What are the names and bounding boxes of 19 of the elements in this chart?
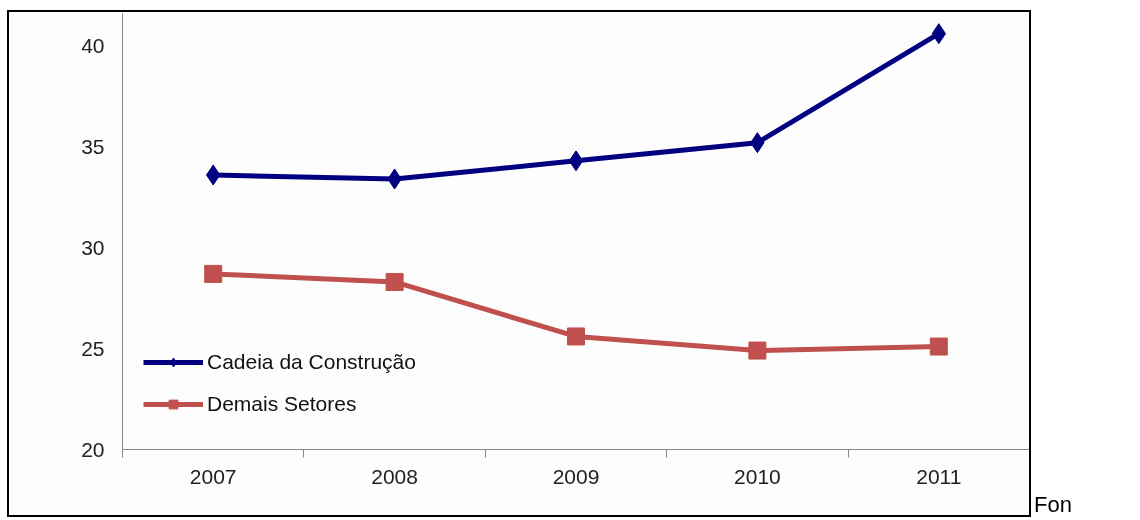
x-tick-label: 2007 xyxy=(189,464,237,488)
y-tick-label: 35 xyxy=(81,134,105,158)
point xyxy=(568,150,584,172)
point xyxy=(204,264,223,283)
y-tick-label: 40 xyxy=(81,33,105,57)
x-tick-label: 2010 xyxy=(734,464,781,488)
legend-label: Cadeia da Construção xyxy=(207,350,416,374)
text: Fon xyxy=(1034,492,1072,517)
x-tick-label: 2008 xyxy=(371,464,418,488)
point xyxy=(567,327,585,346)
y-tick-label: 20 xyxy=(81,437,105,461)
y-tick-label: 30 xyxy=(81,235,105,259)
x-tick-label: 2009 xyxy=(552,464,600,488)
y-tick-label: 25 xyxy=(81,336,105,360)
point xyxy=(748,341,767,360)
x-tick-label: 2011 xyxy=(916,464,962,488)
legend-label: Demais Setores xyxy=(207,392,357,416)
point xyxy=(385,272,404,291)
point xyxy=(929,337,948,356)
